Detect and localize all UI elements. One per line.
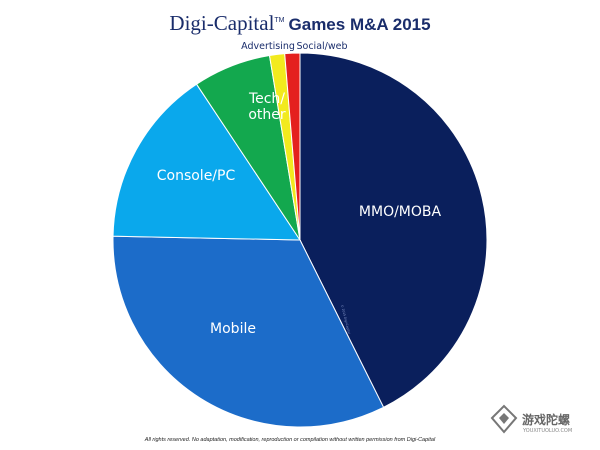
watermark-logo-icon [490,404,518,434]
label-console-pc: Console/PC [157,168,236,184]
watermark-sub: YOUXITUOLUO.COM [522,428,572,434]
label-mmo-moba: MMO/MOBA [359,204,442,220]
chart-credit: © 2015 Digi-Capital [340,304,351,334]
watermark-text: 游戏陀螺 [522,412,570,427]
title-rest: Games M&A 2015 [289,15,431,34]
slice-mmo-moba [299,52,488,408]
slice-social-web [284,52,301,241]
label-social-web: Social/web [296,41,347,52]
slice-mobile [112,235,385,428]
label-advertising: Advertising [241,41,295,52]
chart-title: Digi-CapitalTM Games M&A 2015 [169,11,430,35]
watermark: 游戏陀螺 YOUXITUOLUO.COM [490,404,572,434]
footnote: All rights reserved. No adaptation, modi… [144,437,436,443]
label-mobile: Mobile [210,321,256,337]
slice-console-pc [112,83,301,241]
title-trademark: TM [274,17,284,24]
label-tech-line1: Tech/ [248,91,285,107]
pie-slices [112,52,488,428]
label-tech-line2: other [248,107,286,123]
title-brand: Digi-Capital [169,11,274,35]
